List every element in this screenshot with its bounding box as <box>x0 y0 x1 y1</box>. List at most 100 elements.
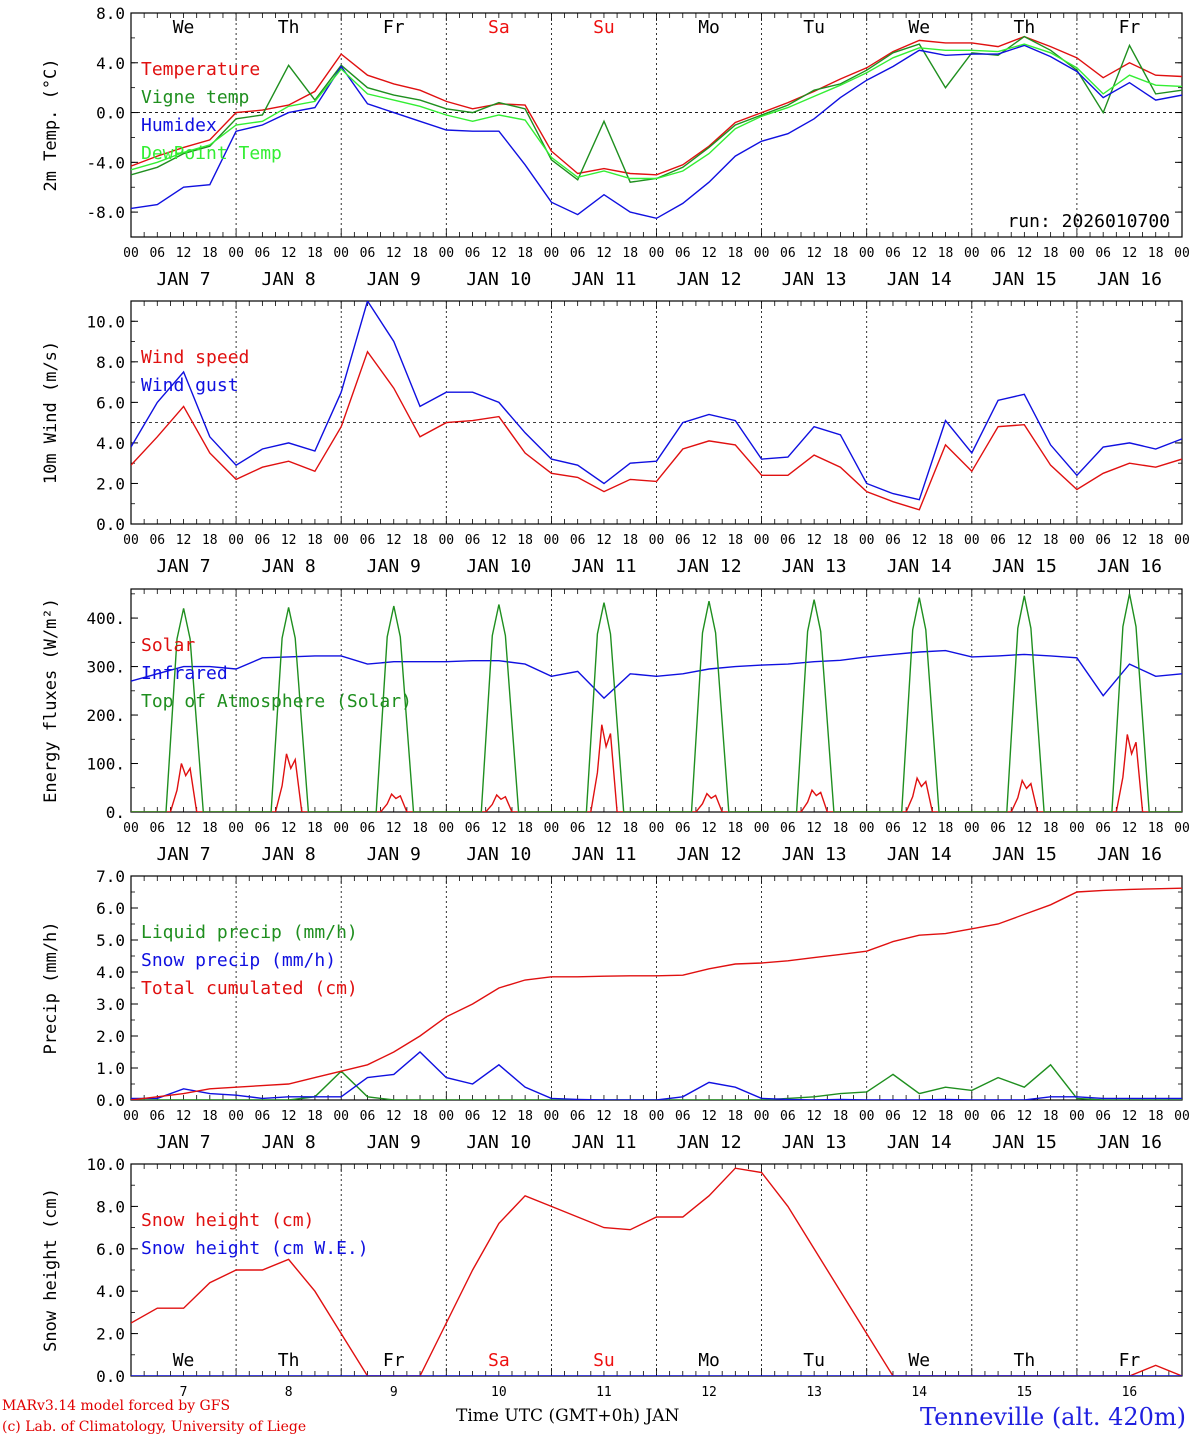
y-tick-label: 4.0 <box>96 54 125 73</box>
x-hour-label: 06 <box>780 246 796 261</box>
x-hour-label: 12 <box>176 821 192 836</box>
panel-1: -8.0 -4.0 0.0 4.0 8.0 2m Temp. (°C) 00 06 12 18 JA… <box>41 4 1190 290</box>
x-hour-label: 12 <box>491 821 507 836</box>
series-total-cumulated-cm <box>131 887 1182 1100</box>
series-dewpoint-temp <box>131 43 1182 180</box>
x-hour-label: 12 <box>701 1109 717 1124</box>
panel-4: 0.0 1.0 2.0 3.0 4.0 5.0 6.0 7.0 Precip (mm/h) 00 0… <box>41 867 1190 1153</box>
y-tick-label: 10.0 <box>86 312 125 331</box>
x-date-label: JAN 8 <box>262 556 316 577</box>
series-snow-height-cm <box>131 1167 1182 1376</box>
legend-entry: Snow precip (mm/h) <box>141 950 336 971</box>
x-hour-label: 18 <box>307 246 323 261</box>
x-date-label: JAN 16 <box>1097 556 1162 577</box>
weekday-label: Sa <box>488 1350 510 1371</box>
y-axis-label: Precip (mm/h) <box>41 921 61 1054</box>
x-hour-label: 06 <box>255 246 271 261</box>
x-hour-label: 18 <box>938 821 954 836</box>
y-tick-label: 100. <box>86 755 125 774</box>
series-liquid-precip-mm-h <box>131 1063 1182 1100</box>
x-hour-label: 00 <box>438 533 454 548</box>
weekday-label: Fr <box>1119 17 1141 38</box>
y-tick-label: -8.0 <box>86 203 125 222</box>
x-date-label: JAN 8 <box>262 269 316 290</box>
x-date-label: JAN 7 <box>156 844 210 865</box>
x-hour-label: 18 <box>517 246 533 261</box>
x-hour-label: 18 <box>202 821 218 836</box>
x-hour-label: 00 <box>544 1109 560 1124</box>
y-tick-label: 2.0 <box>96 474 125 493</box>
x-date-label: JAN 15 <box>992 1132 1057 1153</box>
x-hour-label: 06 <box>885 533 901 548</box>
x-hour-label: 00 <box>1069 821 1085 836</box>
x-hour-label: 06 <box>570 533 586 548</box>
y-tick-label: 4.0 <box>96 434 125 453</box>
x-hour-label: 06 <box>255 821 271 836</box>
x-hour-label: 00 <box>1069 246 1085 261</box>
x-date-label: JAN 9 <box>367 1132 421 1153</box>
x-hour-label: 12 <box>176 533 192 548</box>
x-date-label: JAN 15 <box>992 269 1057 290</box>
x-hour-label: 18 <box>727 821 743 836</box>
x-hour-label: 00 <box>649 1109 665 1124</box>
x-hour-label: 12 <box>176 1109 192 1124</box>
x-hour-label: 06 <box>570 246 586 261</box>
y-tick-label: 0. <box>106 803 125 822</box>
x-hour-label: 12 <box>1122 821 1138 836</box>
panel-2: 0.0 2.0 4.0 6.0 8.0 10.0 10m Wind (m/s) 00 06 12 1… <box>41 300 1190 577</box>
x-hour-label: 06 <box>1095 246 1111 261</box>
x-hour-label: 18 <box>412 246 428 261</box>
x-hour-label: 18 <box>1043 821 1059 836</box>
y-tick-label: -4.0 <box>86 153 125 172</box>
x-hour-label: 06 <box>149 533 165 548</box>
x-hour-label: 00 <box>438 246 454 261</box>
x-hour-label: 06 <box>1095 533 1111 548</box>
x-hour-label: 00 <box>649 533 665 548</box>
x-hour-label: 18 <box>727 1109 743 1124</box>
y-tick-label: 7.0 <box>96 867 125 886</box>
x-hour-label: 00 <box>1069 533 1085 548</box>
x-day-number: 14 <box>911 1385 927 1400</box>
x-date-label: JAN 16 <box>1097 269 1162 290</box>
y-tick-label: 10.0 <box>86 1155 125 1174</box>
x-hour-label: 12 <box>281 246 297 261</box>
x-hour-label: 06 <box>570 821 586 836</box>
x-hour-label: 06 <box>465 246 481 261</box>
x-hour-label: 12 <box>596 533 612 548</box>
x-date-label: JAN 16 <box>1097 844 1162 865</box>
x-hour-label: 00 <box>228 1109 244 1124</box>
weekday-label: Fr <box>1119 1350 1141 1371</box>
x-day-number: 15 <box>1017 1385 1033 1400</box>
weekday-label: Su <box>593 17 615 38</box>
x-day-number: 11 <box>596 1385 612 1400</box>
x-date-label: JAN 12 <box>677 844 742 865</box>
legend-entry: Liquid precip (mm/h) <box>141 922 358 943</box>
x-hour-label: 18 <box>307 533 323 548</box>
x-hour-label: 06 <box>885 246 901 261</box>
y-tick-label: 8.0 <box>96 1197 125 1216</box>
x-hour-label: 18 <box>938 246 954 261</box>
model-credit: MARv3.14 model forced by GFS <box>2 1398 231 1414</box>
x-date-label: JAN 15 <box>992 556 1057 577</box>
x-hour-label: 12 <box>176 246 192 261</box>
x-date-label: JAN 8 <box>262 1132 316 1153</box>
y-tick-label: 2.0 <box>96 1325 125 1344</box>
x-hour-label: 06 <box>780 1109 796 1124</box>
x-hour-label: 06 <box>255 1109 271 1124</box>
x-hour-label: 12 <box>491 533 507 548</box>
y-tick-label: 8.0 <box>96 353 125 372</box>
x-date-label: JAN 13 <box>782 1132 847 1153</box>
weekday-label: Th <box>278 1350 300 1371</box>
x-hour-label: 18 <box>1148 821 1164 836</box>
x-hour-label: 00 <box>438 1109 454 1124</box>
x-hour-label: 00 <box>333 821 349 836</box>
x-hour-label: 18 <box>727 246 743 261</box>
x-hour-label: 18 <box>202 246 218 261</box>
series-humidex <box>131 44 1182 220</box>
x-hour-label: 06 <box>570 1109 586 1124</box>
x-hour-label: 12 <box>386 1109 402 1124</box>
y-tick-label: 0.0 <box>96 1091 125 1110</box>
y-tick-label: 0.0 <box>96 104 125 123</box>
y-axis-label: 10m Wind (m/s) <box>41 341 61 484</box>
x-hour-label: 18 <box>412 1109 428 1124</box>
